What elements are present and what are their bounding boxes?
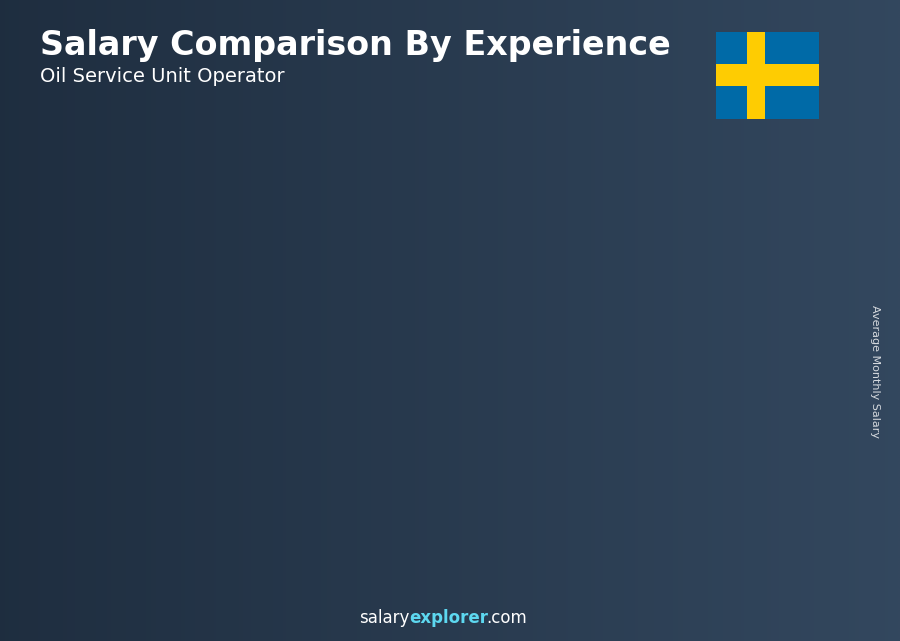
Polygon shape — [207, 366, 280, 372]
Bar — [333, 288, 340, 564]
Polygon shape — [713, 168, 786, 181]
Bar — [214, 370, 280, 564]
Polygon shape — [460, 220, 533, 231]
Text: +6%: +6% — [538, 168, 588, 187]
Bar — [720, 177, 786, 564]
Text: 30,100 SEK: 30,100 SEK — [604, 190, 680, 203]
Text: 11,900 SEK: 11,900 SEK — [97, 404, 173, 418]
Polygon shape — [333, 281, 406, 291]
Text: explorer: explorer — [410, 609, 489, 627]
Text: +42%: +42% — [278, 277, 342, 296]
Text: +22%: +22% — [405, 206, 468, 226]
Text: 16,400 SEK: 16,400 SEK — [224, 351, 300, 365]
Text: salary: salary — [359, 609, 410, 627]
Polygon shape — [587, 201, 659, 213]
Bar — [87, 424, 153, 564]
Text: 32,800 SEK: 32,800 SEK — [730, 158, 806, 171]
Polygon shape — [80, 420, 153, 425]
Bar — [593, 209, 659, 564]
Bar — [716, 64, 819, 87]
Text: 23,400 SEK: 23,400 SEK — [350, 269, 427, 282]
Bar — [80, 424, 87, 564]
Bar — [340, 288, 406, 564]
Bar — [746, 32, 765, 119]
Bar — [467, 228, 533, 564]
Text: .com: .com — [486, 609, 526, 627]
Bar — [587, 209, 593, 564]
Text: Oil Service Unit Operator: Oil Service Unit Operator — [40, 67, 285, 87]
Text: Average Monthly Salary: Average Monthly Salary — [869, 305, 880, 438]
Text: +9%: +9% — [665, 144, 715, 162]
Text: 28,500 SEK: 28,500 SEK — [477, 209, 553, 222]
Text: Salary Comparison By Experience: Salary Comparison By Experience — [40, 29, 671, 62]
Bar — [713, 177, 720, 564]
Bar — [460, 228, 467, 564]
Text: +38%: +38% — [152, 344, 215, 363]
Bar — [207, 370, 214, 564]
